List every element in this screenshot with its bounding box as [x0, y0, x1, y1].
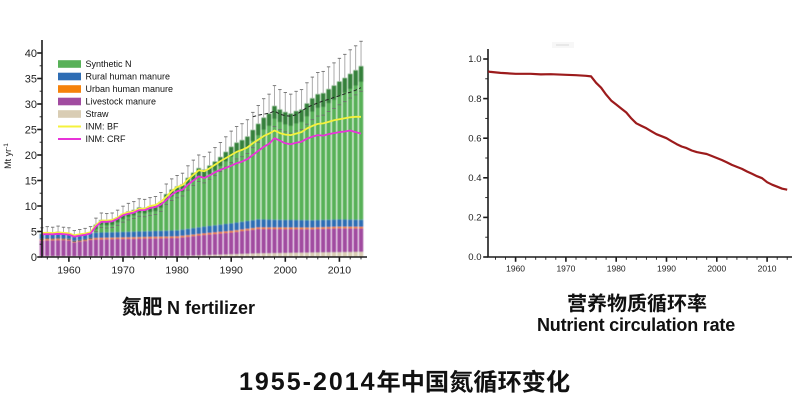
svg-text:INM: CRF: INM: CRF [86, 134, 126, 144]
svg-text:15: 15 [25, 175, 37, 187]
svg-text:1990: 1990 [657, 264, 676, 274]
svg-text:0.0: 0.0 [468, 252, 481, 263]
svg-text:1990: 1990 [220, 265, 244, 277]
svg-text:Synthetic N: Synthetic N [86, 59, 132, 69]
svg-text:1960: 1960 [57, 265, 81, 277]
svg-text:10: 10 [25, 201, 37, 213]
svg-text:20: 20 [25, 150, 37, 162]
svg-text:Livestock manure: Livestock manure [86, 97, 157, 107]
svg-text:0.4: 0.4 [468, 173, 481, 184]
svg-text:1980: 1980 [165, 265, 189, 277]
svg-text:1970: 1970 [556, 264, 575, 274]
svg-text:Mt yr-1: Mt yr-1 [3, 143, 13, 169]
svg-text:1970: 1970 [111, 265, 135, 277]
svg-text:30: 30 [25, 99, 37, 111]
svg-text:0.2: 0.2 [468, 213, 481, 224]
svg-text:Nutrient circulation rate: Nutrient circulation rate [537, 315, 735, 335]
svg-text:Straw: Straw [86, 109, 110, 119]
svg-text:5: 5 [31, 226, 37, 238]
svg-text:2010: 2010 [758, 264, 777, 274]
svg-text:35: 35 [25, 73, 37, 85]
svg-text:INM: BF: INM: BF [86, 122, 120, 132]
svg-text:0.6: 0.6 [468, 133, 481, 144]
svg-text:0: 0 [31, 252, 37, 264]
svg-text:1980: 1980 [607, 264, 626, 274]
svg-text:2010: 2010 [328, 265, 352, 277]
svg-text:Urban human manure: Urban human manure [86, 84, 174, 94]
svg-text:N fertilizer: N fertilizer [167, 298, 255, 318]
svg-text:Rural human manure: Rural human manure [86, 72, 171, 82]
svg-text:0.8: 0.8 [468, 94, 481, 105]
svg-text:25: 25 [25, 124, 37, 136]
svg-text:40: 40 [25, 48, 37, 60]
svg-text:2000: 2000 [274, 265, 298, 277]
svg-text:2000: 2000 [707, 264, 726, 274]
svg-text:1960: 1960 [506, 264, 525, 274]
svg-text:1.0: 1.0 [468, 54, 481, 65]
svg-text:1955-2014: 1955-2014 [239, 368, 377, 396]
